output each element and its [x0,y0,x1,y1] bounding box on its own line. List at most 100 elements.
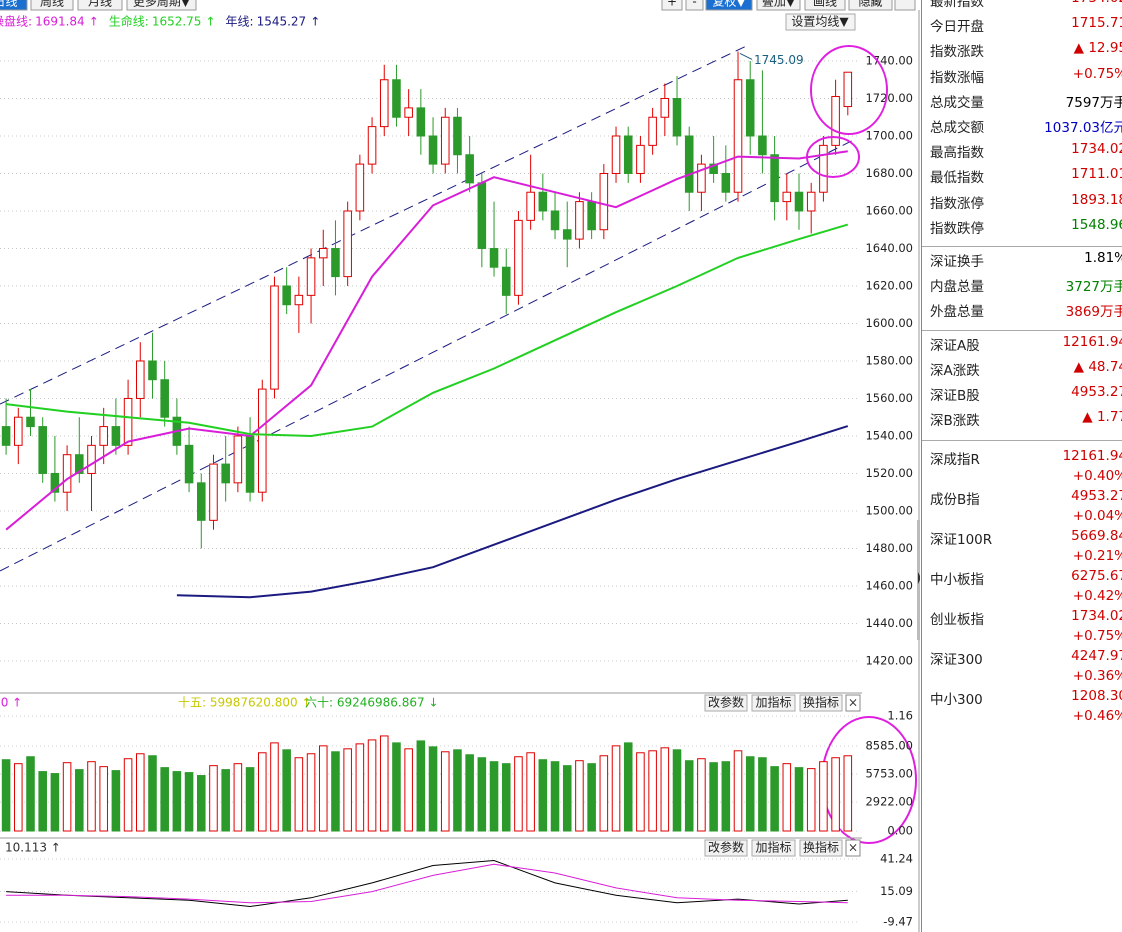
volume-bar [843,755,853,832]
volume-bar [123,758,133,832]
candle-body [501,266,511,296]
volume-bar [160,767,169,832]
quote-value: 1734.02 [1071,0,1122,6]
tool-button[interactable] [756,0,801,11]
candle-body [794,191,804,212]
tab[interactable] [77,0,123,11]
close-button[interactable] [845,839,861,857]
quote-panel: 最新指数 1734.02 今日开盘 1715.71 指数涨跌 ▲ 12.95 指数涨幅 +0.… [921,0,1122,932]
quote-label: 深A涨跌 [930,362,980,379]
panel-button[interactable] [799,694,843,712]
volume-bar [806,768,816,832]
close-button-label[interactable]: × [848,696,858,710]
candle-body [209,463,218,521]
volume-bar [282,749,291,832]
index-row: 深证300 4247.97 +0.36% [922,648,1122,688]
volume-bar [599,755,609,832]
index-value: 12161.94 [1062,448,1122,465]
macd-line [6,863,848,904]
index-value: 4953.27 [1071,488,1122,505]
close-button-label[interactable]: × [848,841,858,855]
legend-trend: ↑ [205,15,215,29]
tab-label[interactable]: 日线 [0,0,18,9]
tool-button[interactable] [661,0,683,11]
volume-bar [526,752,535,832]
y-tick-label: 1680.00 [865,166,913,180]
index-row: 深成指R 12161.94 +0.40% [922,448,1122,488]
tool-button[interactable] [685,0,704,11]
quote-row: 深证B股 4953.27 [922,384,1122,404]
panel-button-label[interactable]: 换指标 [803,840,839,855]
volume-bar [660,747,670,832]
index-row: 深证100R 5669.84 +0.21% [922,528,1122,568]
candle-body [660,97,670,118]
tool-button[interactable] [848,0,893,11]
candle-body [367,126,377,165]
tab-label[interactable]: 月线 [88,0,112,9]
volume-bar [416,740,426,832]
index-label: 成份B指 [930,492,980,509]
index-value: 6275.67 [1071,568,1122,585]
quote-label: 深证B股 [930,388,980,404]
ma-button-label[interactable]: 设置均线▼ [791,15,849,29]
panel-button[interactable] [751,694,796,712]
index-row: 中小板指 6275.67 +0.42% [922,568,1122,608]
tool-button-label[interactable]: + [667,0,677,9]
candle-body [440,116,450,165]
candle-body [160,379,169,418]
panel-button[interactable] [704,694,748,712]
tool-button-label[interactable]: 叠加▼ [762,0,796,9]
volume-bar [270,742,279,832]
tool-button-label[interactable]: 画线 [813,0,837,9]
y-tick-label: 1700.00 [865,128,913,142]
quote-label: 指数跌停 [930,220,984,237]
panel-button-label[interactable]: 换指标 [803,695,839,710]
volume-bar [831,757,840,832]
candle-body [623,135,633,174]
panel-button-label[interactable]: 加指标 [755,840,791,855]
tool-button[interactable] [705,0,753,11]
volume-bar [233,763,243,832]
volume-bar [782,763,792,832]
volume-bar [794,767,804,832]
legend-name: 年线 [226,15,250,29]
panel-button[interactable] [799,839,843,857]
tool-button-label[interactable]: 隐藏 [858,0,882,9]
candle-body [575,201,584,240]
quote-label: 指数涨幅 [930,69,984,86]
index-value: 1208.30 [1071,688,1122,705]
tab[interactable] [126,0,197,11]
tab-label[interactable]: 更多周期▼ [133,0,191,9]
candle-body [282,285,291,306]
panel-button-label[interactable]: 改参数 [708,840,744,855]
candle-body [233,435,243,484]
index-change: +0.75% [1072,628,1122,645]
tab[interactable] [0,0,28,11]
candle-body [587,201,596,231]
panel-button[interactable] [704,839,748,857]
tab[interactable] [30,0,74,11]
panel-button-label[interactable]: 加指标 [755,695,791,710]
tab-label[interactable]: 周线 [40,0,64,9]
index-change: +0.36% [1072,668,1122,685]
ma-line [5,223,849,438]
quote-row: 深证A股 12161.94 [922,334,1122,354]
quote-label: 外盘总量 [930,304,984,321]
volume-bar [636,752,645,832]
candle-body [392,79,401,118]
panel-button[interactable] [751,839,796,857]
volume-bar [1,759,11,832]
tool-button[interactable] [894,0,916,11]
candle-body [843,71,853,108]
panel-button-label[interactable]: 改参数 [708,695,744,710]
index-value: 4247.97 [1071,648,1122,665]
candle-body [184,444,194,484]
ma-button[interactable] [785,13,856,31]
volume-bar [379,735,389,832]
index-change: +0.04% [1072,508,1122,525]
tool-button-label[interactable]: 复权▼ [712,0,746,9]
tool-button[interactable] [804,0,846,11]
tool-button-label[interactable]: - [692,0,696,9]
close-button[interactable] [845,694,861,712]
